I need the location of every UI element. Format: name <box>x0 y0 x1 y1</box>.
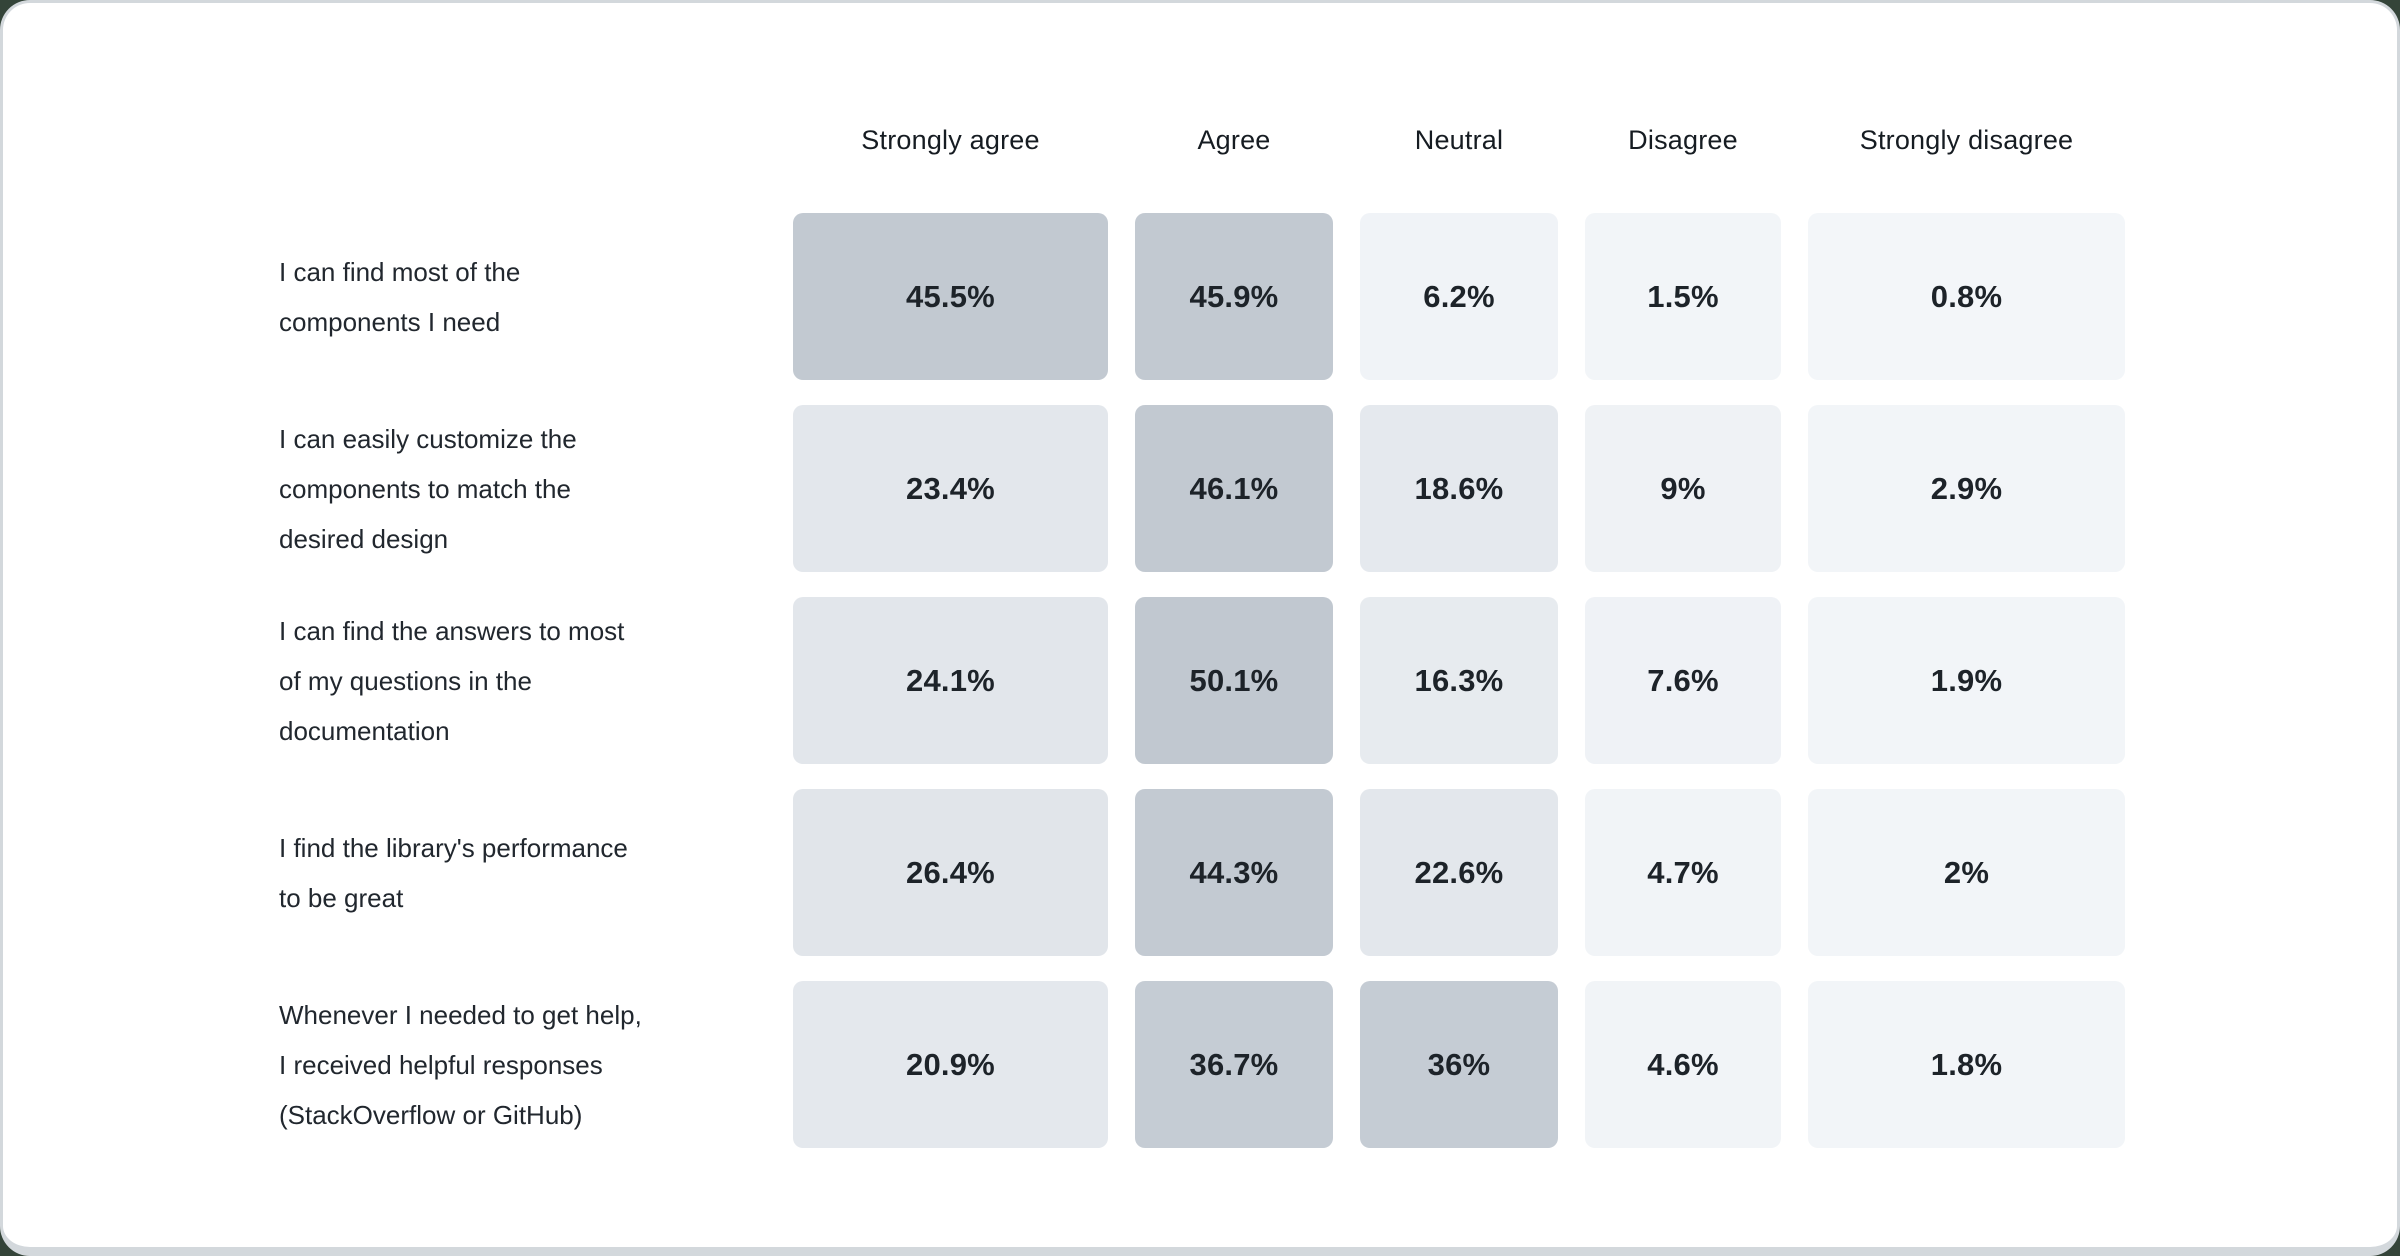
column-header: Strongly agree <box>861 124 1040 155</box>
heatmap-cell: 1.5% <box>1585 213 1781 380</box>
heatmap-cell: 20.9% <box>793 981 1108 1148</box>
heatmap-cell: 18.6% <box>1360 405 1558 572</box>
cell-value: 45.5% <box>906 278 995 314</box>
heatmap-cell: 26.4% <box>793 789 1108 956</box>
row-label: I can find the answers to most of my que… <box>279 615 625 746</box>
cell-value: 1.8% <box>1930 1046 2003 1082</box>
heatmap-cell: 16.3% <box>1360 597 1558 764</box>
row-label: I can find most of the components I need <box>279 256 521 337</box>
heatmap-cell: 4.7% <box>1585 789 1781 956</box>
heatmap-cell: 44.3% <box>1135 789 1333 956</box>
cell-value: 26.4% <box>906 854 995 890</box>
cell-value: 44.3% <box>1189 854 1279 890</box>
column-header: Neutral <box>1414 124 1504 155</box>
corner-spacer <box>279 92 766 188</box>
heatmap-cell: 23.4% <box>793 405 1108 572</box>
cell-value: 24.1% <box>906 662 995 698</box>
cell-value: 20.9% <box>906 1046 995 1082</box>
heatmap-cell: 50.1% <box>1135 597 1333 764</box>
cell-value: 50.1% <box>1189 662 1279 698</box>
cell-value: 1.5% <box>1647 278 1719 314</box>
cell-value: 22.6% <box>1414 854 1504 890</box>
heatmap-cell: 45.5% <box>793 213 1108 380</box>
cell-value: 6.2% <box>1423 278 1495 314</box>
heatmap-cell: 24.1% <box>793 597 1108 764</box>
cell-value: 1.9% <box>1930 662 2003 698</box>
cell-value: 4.6% <box>1647 1046 1719 1082</box>
heatmap-cell: 36.7% <box>1135 981 1333 1148</box>
cell-value: 46.1% <box>1189 470 1279 506</box>
heatmap-cell: 6.2% <box>1360 213 1558 380</box>
column-header: Strongly disagree <box>1859 124 2074 155</box>
column-header: Agree <box>1197 124 1271 155</box>
heatmap-cell: 2.9% <box>1808 405 2125 572</box>
heatmap-cell: 36% <box>1360 981 1558 1148</box>
heatmap-cell: 46.1% <box>1135 405 1333 572</box>
cell-value: 4.7% <box>1647 854 1719 890</box>
cell-value: 9% <box>1660 470 1706 506</box>
cell-value: 2.9% <box>1930 470 2003 506</box>
heatmap-cell: 9% <box>1585 405 1781 572</box>
cell-value: 7.6% <box>1647 662 1719 698</box>
cell-value: 36.7% <box>1189 1046 1279 1082</box>
cell-value: 18.6% <box>1414 470 1504 506</box>
cell-value: 45.9% <box>1189 278 1279 314</box>
survey-heatmap-table: Strongly agree Agree Neutral Disagree Strong… <box>279 92 2125 1148</box>
cell-value: 2% <box>1943 854 1990 890</box>
cell-value: 0.8% <box>1930 278 2003 314</box>
heatmap-cell: 2% <box>1808 789 2125 956</box>
row-label: Whenever I needed to get help, I receive… <box>279 999 642 1130</box>
cell-value: 36% <box>1427 1046 1491 1082</box>
heatmap-cell: 4.6% <box>1585 981 1781 1148</box>
cell-value: 23.4% <box>906 470 995 506</box>
row-label: I can easily customize the components to… <box>279 423 577 554</box>
row-label: I find the library's performance to be g… <box>279 832 628 913</box>
heatmap-cell: 1.9% <box>1808 597 2125 764</box>
cell-value: 16.3% <box>1414 662 1504 698</box>
heatmap-cell: 45.9% <box>1135 213 1333 380</box>
column-header: Disagree <box>1628 124 1738 155</box>
heatmap-cell: 1.8% <box>1808 981 2125 1148</box>
heatmap-cell: 0.8% <box>1808 213 2125 380</box>
heatmap-cell: 22.6% <box>1360 789 1558 956</box>
heatmap-cell: 7.6% <box>1585 597 1781 764</box>
